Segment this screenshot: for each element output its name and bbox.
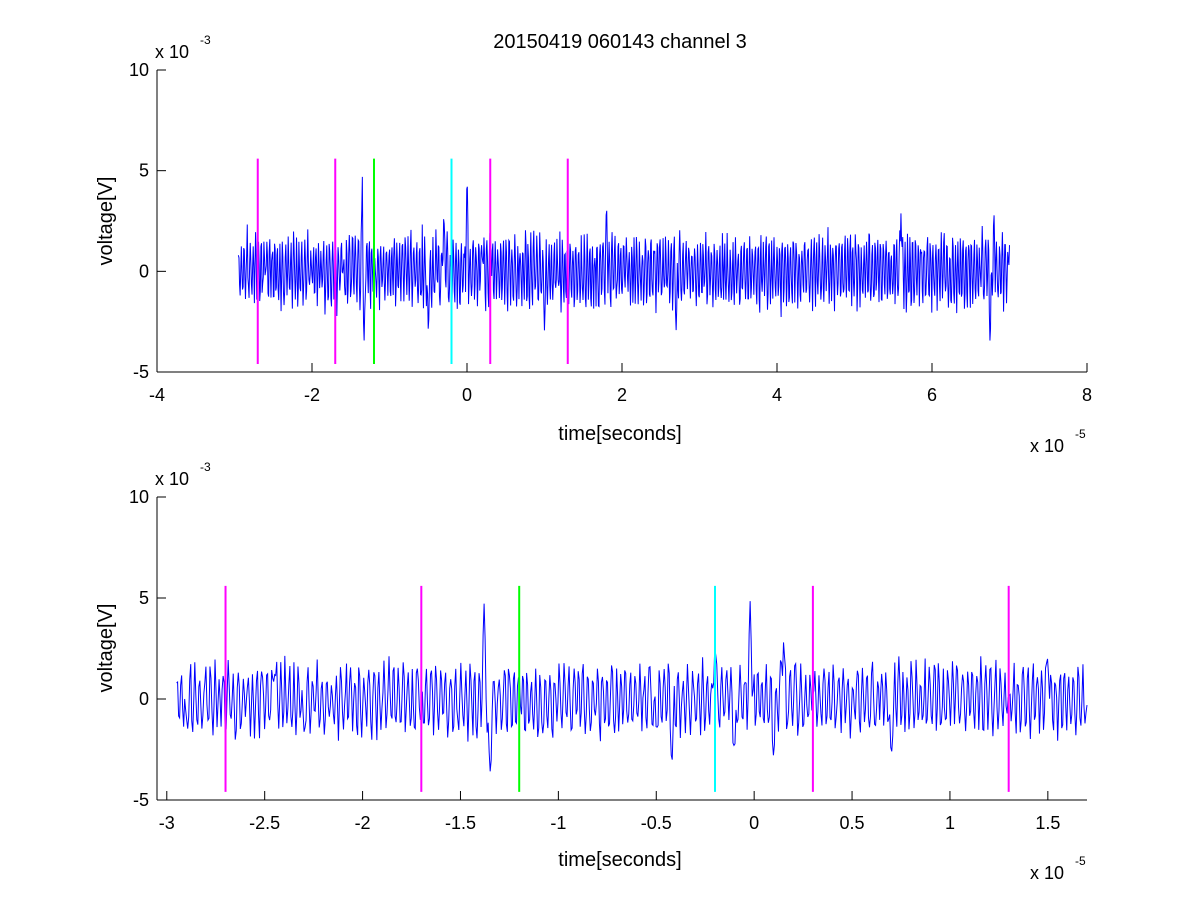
bottom-x-tick-label: -0.5 <box>641 813 672 833</box>
bottom-marker-lines <box>224 585 1010 792</box>
top-y-exponent: x 10 -3 <box>155 33 211 62</box>
bottom-y-tick-label: 0 <box>139 689 149 709</box>
figure-title: 20150419 060143 channel 3 <box>493 31 747 53</box>
bottom-x-tick-label: -2 <box>355 813 371 833</box>
top-x-exponent: x 10 -5 <box>1030 427 1086 456</box>
bottom-signal-trace <box>176 601 1088 772</box>
bottom-x-tick-label: 1 <box>945 813 955 833</box>
top-x-tick-label: 0 <box>462 385 472 405</box>
top-x-tick-label: 8 <box>1082 385 1092 405</box>
bottom-x-exponent: x 10 -5 <box>1030 854 1086 883</box>
top-x-tick-label: 2 <box>617 385 627 405</box>
bottom-x-exponent-base: x 10 <box>1030 863 1064 883</box>
top-x-tick-label: 4 <box>772 385 782 405</box>
bottom-y-tick-label: 5 <box>139 588 149 608</box>
top-axes: -4 -2 0 2 4 6 8 -5 0 5 10 <box>129 60 1092 405</box>
top-signal-trace <box>237 176 1010 341</box>
bottom-x-tick-label: 0.5 <box>840 813 865 833</box>
bottom-subplot: -3 -2.5 -2 -1.5 -1 -0.5 0 0.5 1 1.5 -5 0 5 10 time[se… <box>95 460 1088 883</box>
bottom-y-tick-label: 10 <box>129 487 149 507</box>
bottom-x-exponent-power: -5 <box>1075 854 1086 868</box>
top-x-axis-label: time[seconds] <box>558 423 681 445</box>
bottom-x-tick-label: -1.5 <box>445 813 476 833</box>
top-y-tick-label: 5 <box>139 161 149 181</box>
bottom-x-tick-label: 1.5 <box>1035 813 1060 833</box>
top-y-exponent-base: x 10 <box>155 42 189 62</box>
bottom-y-exponent-base: x 10 <box>155 469 189 489</box>
bottom-x-tick-label: -1 <box>550 813 566 833</box>
top-y-tick-label: 10 <box>129 60 149 80</box>
top-x-tick-label: 6 <box>927 385 937 405</box>
bottom-signal-layer <box>176 601 1088 772</box>
bottom-x-tick-label: 0 <box>749 813 759 833</box>
bottom-y-exponent-power: -3 <box>200 460 211 474</box>
top-signal-layer <box>237 176 1010 341</box>
top-y-axis-label: voltage[V] <box>95 177 117 266</box>
top-x-tick-label: -4 <box>149 385 165 405</box>
top-y-exponent-power: -3 <box>200 33 211 47</box>
top-x-exponent-base: x 10 <box>1030 436 1064 456</box>
top-y-tick-label: 0 <box>139 261 149 281</box>
top-x-exponent-power: -5 <box>1075 427 1086 441</box>
top-subplot: -4 -2 0 2 4 6 8 -5 0 5 10 time[seconds] voltage[V]… <box>95 33 1092 456</box>
bottom-axes: -3 -2.5 -2 -1.5 -1 -0.5 0 0.5 1 1.5 -5 0 5 10 <box>129 487 1087 833</box>
bottom-x-tick-label: -3 <box>159 813 175 833</box>
top-marker-lines <box>256 158 569 364</box>
bottom-x-tick-label: -2.5 <box>249 813 280 833</box>
top-y-tick-label: -5 <box>133 362 149 382</box>
bottom-y-exponent: x 10 -3 <box>155 460 211 489</box>
top-x-tick-label: -2 <box>304 385 320 405</box>
bottom-y-axis-label: voltage[V] <box>95 604 117 693</box>
bottom-x-axis-label: time[seconds] <box>558 849 681 871</box>
bottom-y-tick-label: -5 <box>133 790 149 810</box>
